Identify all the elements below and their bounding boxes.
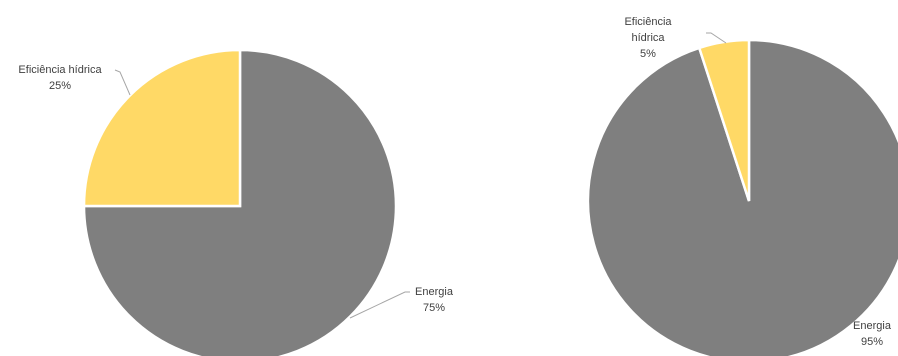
pie-slice-eficiencia-hidrica — [82, 48, 242, 208]
leader-line-energia — [349, 291, 410, 319]
pie-slice-energia — [586, 38, 898, 356]
pie-slice-energia — [82, 48, 398, 356]
slice-label-energia: Energia — [415, 286, 454, 298]
pie-chart-right: Eficiência hídrica 5% Energia 95% — [586, 16, 898, 356]
pie-chart-left: Eficiência hídrica 25% Energia 75% — [18, 48, 454, 356]
slice-label-eficiencia-hidrica-line2: hídrica — [631, 32, 665, 44]
slice-value-eficiencia-hidrica: 25% — [49, 80, 71, 92]
leader-line-eficiencia-hidrica — [114, 69, 131, 96]
slice-label-energia: Energia — [853, 320, 892, 332]
slice-value-energia: 75% — [423, 302, 445, 314]
slice-value-energia: 95% — [861, 336, 883, 348]
slice-label-eficiencia-hidrica: Eficiência hídrica — [18, 64, 102, 76]
leader-line-eficiencia-hidrica — [706, 32, 727, 44]
slice-label-eficiencia-hidrica-line1: Eficiência — [624, 16, 672, 28]
slice-value-eficiencia-hidrica: 5% — [640, 48, 656, 60]
